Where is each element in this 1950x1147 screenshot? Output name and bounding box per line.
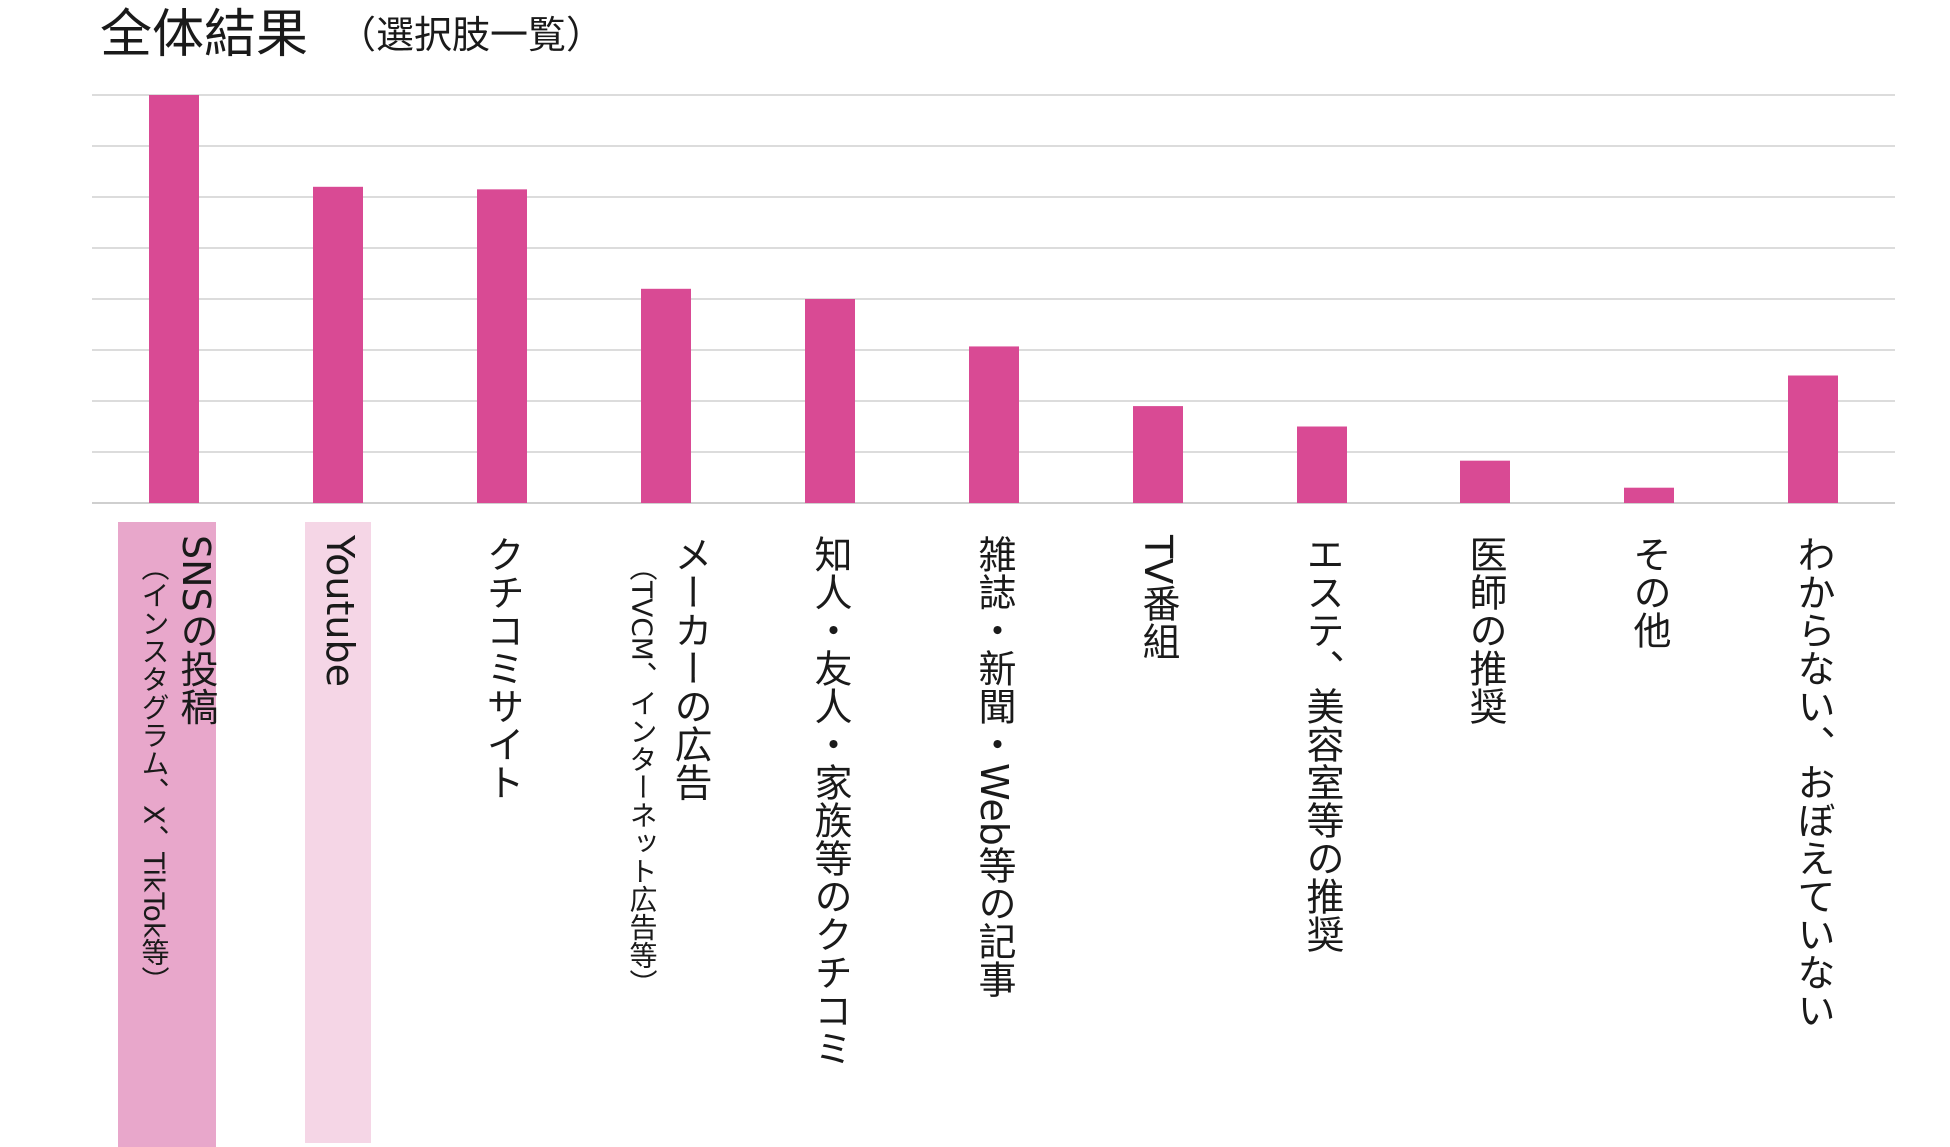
category-label-3: クチコミサイト — [480, 535, 524, 801]
category-label-11: わからない、おぼえていない — [1791, 535, 1835, 1029]
bar-8 — [1297, 426, 1347, 503]
bar-6 — [969, 346, 1019, 503]
category-label-4: メーカーの広告 — [668, 535, 712, 801]
highlight-layer — [118, 522, 371, 1147]
category-labels: SNSの投稿（インスタグラム、X、TikTok等） Youtube クチコミサイト メ… — [138, 534, 1836, 1067]
bars — [149, 95, 1838, 504]
bar-3 — [477, 189, 527, 503]
bar-1 — [149, 95, 199, 503]
category-label-5: 知人・友人・家族等のクチコミ — [808, 535, 852, 1067]
chart-title: 全体結果 — [100, 5, 308, 65]
category-label-8: エステ、美容室等の推奨 — [1300, 535, 1344, 953]
category-label-6: 雑誌・新聞・Web等の記事 — [972, 535, 1016, 998]
category-note-4: （TVCM、インターネット広告等） — [626, 553, 659, 997]
chart-subtitle: （選択肢一覧） — [338, 13, 604, 57]
bar-10 — [1624, 487, 1674, 503]
label-highlight-2 — [305, 522, 371, 1143]
category-label-1: SNSの投稿 — [174, 535, 218, 726]
bar-11 — [1788, 375, 1838, 503]
bar-2 — [313, 186, 363, 504]
label-highlight-1 — [118, 522, 216, 1147]
bar-9 — [1460, 460, 1510, 503]
bar-7 — [1133, 406, 1183, 503]
category-label-9: 医師の推奨 — [1463, 535, 1507, 725]
category-label-10: その他 — [1627, 535, 1671, 649]
category-note-1: （インスタグラム、X、TikTok等） — [138, 553, 171, 994]
category-label-2: Youtube — [318, 534, 362, 687]
category-label-7: TV番組 — [1136, 534, 1180, 660]
bar-4 — [641, 288, 691, 503]
bar-5 — [805, 299, 855, 503]
